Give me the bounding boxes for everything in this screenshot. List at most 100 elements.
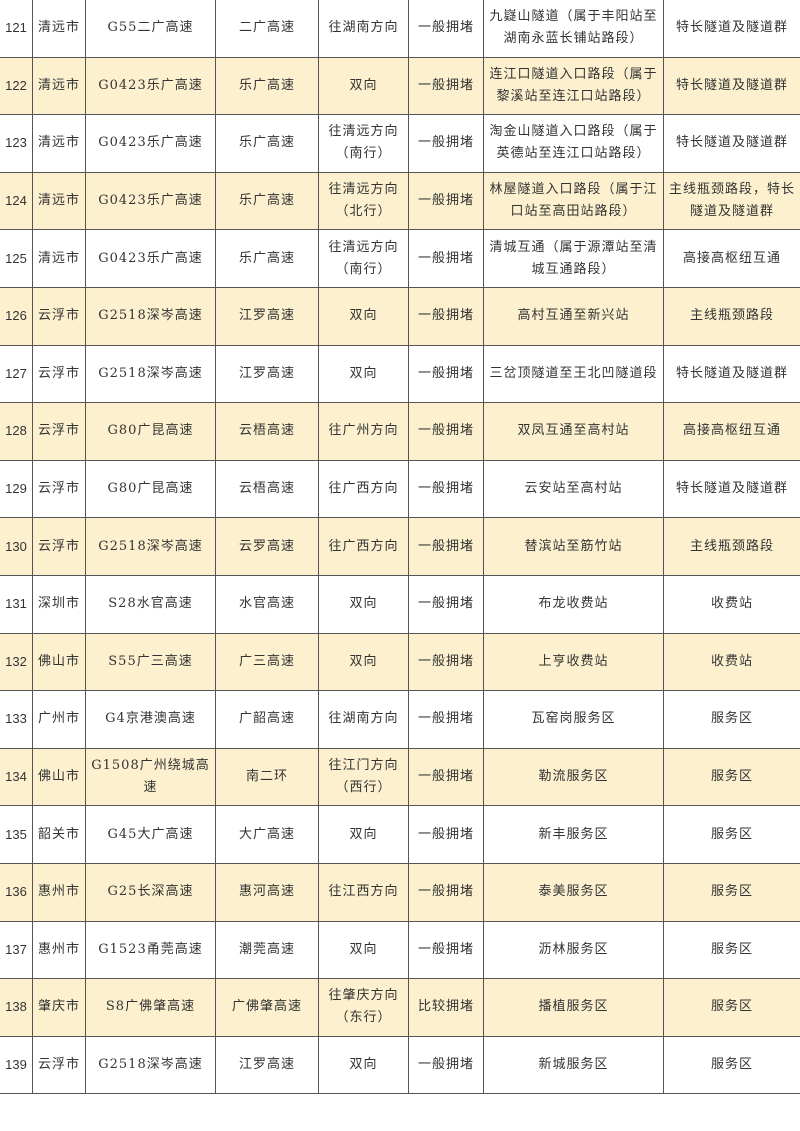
location-cell: 清城互通（属于源潭站至清城互通路段） [483,229,664,288]
row-number: 135 [0,805,33,864]
highway-cell: G45大广高速 [85,805,216,864]
direction-cell: 往江西方向 [318,862,409,922]
congestion-level-cell: 一般拥堵 [408,402,484,461]
road-name-cell: 乐广高速 [215,171,319,231]
direction-cell: 往肇庆方向（东行） [318,978,409,1037]
row-number: 129 [0,459,33,519]
road-name-cell: 乐广高速 [215,114,319,173]
location-type-cell: 高接高枢纽互通 [663,402,800,461]
congestion-level-cell: 一般拥堵 [408,632,484,692]
congestion-level-cell: 一般拥堵 [408,344,484,404]
row-number: 121 [0,0,33,58]
table-row: 129 云浮市 G80广昆高速 云梧高速 往广西方向 一般拥堵 云安站至高村站 特长隧道及隧道… [0,459,800,519]
direction-cell: 往清远方向（南行） [318,114,409,173]
city-cell: 广州市 [32,690,86,749]
direction-cell: 双向 [318,286,409,346]
city-cell: 云浮市 [32,517,86,576]
congestion-level-cell: 一般拥堵 [408,286,484,346]
highway-cell: G0423乐广高速 [85,171,216,231]
highway-cell: G55二广高速 [85,0,216,58]
direction-cell: 双向 [318,1035,409,1095]
congestion-level-cell: 比较拥堵 [408,978,484,1037]
direction-cell: 往湖南方向 [318,0,409,58]
row-number: 133 [0,690,33,749]
table-row: 123 清远市 G0423乐广高速 乐广高速 往清远方向（南行） 一般拥堵 淘金山隧道入口路… [0,114,800,173]
city-cell: 清远市 [32,171,86,231]
road-name-cell: 南二环 [215,747,319,807]
location-cell: 新丰服务区 [483,805,664,864]
direction-cell: 双向 [318,574,409,634]
road-name-cell: 乐广高速 [215,56,319,116]
direction-cell: 双向 [318,805,409,864]
location-type-cell: 特长隧道及隧道群 [663,344,800,404]
table-row: 126 云浮市 G2518深岑高速 江罗高速 双向 一般拥堵 高村互通至新兴站 主线瓶颈路段 [0,286,800,346]
location-type-cell: 服务区 [663,920,800,980]
highway-cell: G80广昆高速 [85,402,216,461]
location-cell: 三岔顶隧道至王北凹隧道段 [483,344,664,404]
highway-cell: G2518深岑高速 [85,286,216,346]
table-row: 138 肇庆市 S8广佛肇高速 广佛肇高速 往肇庆方向（东行） 比较拥堵 播植服务区 服务区 [0,978,800,1037]
location-type-cell: 服务区 [663,1035,800,1095]
row-number: 138 [0,978,33,1037]
city-cell: 清远市 [32,0,86,58]
road-name-cell: 二广高速 [215,0,319,58]
road-name-cell: 广佛肇高速 [215,978,319,1037]
row-number: 131 [0,574,33,634]
road-name-cell: 水官高速 [215,574,319,634]
table-row: 137 惠州市 G1523甬莞高速 潮莞高速 双向 一般拥堵 沥林服务区 服务区 [0,920,800,980]
city-cell: 清远市 [32,56,86,116]
location-cell: 上亨收费站 [483,632,664,692]
row-number: 139 [0,1035,33,1095]
highway-cell: G0423乐广高速 [85,114,216,173]
location-type-cell: 服务区 [663,862,800,922]
highway-cell: G2518深岑高速 [85,517,216,576]
table-row: 124 清远市 G0423乐广高速 乐广高速 往清远方向（北行） 一般拥堵 林屋隧道入口路段… [0,171,800,231]
table-row: 134 佛山市 G1508广州绕城高速 南二环 往江门方向（西行） 一般拥堵 勒流服务区 服务… [0,747,800,807]
congestion-level-cell: 一般拥堵 [408,862,484,922]
highway-cell: G0423乐广高速 [85,56,216,116]
highway-cell: G80广昆高速 [85,459,216,519]
direction-cell: 往湖南方向 [318,690,409,749]
congestion-level-cell: 一般拥堵 [408,517,484,576]
location-cell: 淘金山隧道入口路段（属于英德站至连江口站路段） [483,114,664,173]
table-row: 121 清远市 G55二广高速 二广高速 往湖南方向 一般拥堵 九嶷山隧道（属于丰阳站至湖南… [0,0,800,58]
highway-cell: G25长深高速 [85,862,216,922]
row-number: 124 [0,171,33,231]
location-cell: 云安站至高村站 [483,459,664,519]
congestion-level-cell: 一般拥堵 [408,56,484,116]
row-number: 123 [0,114,33,173]
location-cell: 双凤互通至高村站 [483,402,664,461]
location-cell: 勒流服务区 [483,747,664,807]
congestion-level-cell: 一般拥堵 [408,920,484,980]
location-type-cell: 服务区 [663,747,800,807]
road-name-cell: 江罗高速 [215,1035,319,1095]
location-type-cell: 主线瓶颈路段 [663,286,800,346]
highway-cell: G2518深岑高速 [85,344,216,404]
congestion-level-cell: 一般拥堵 [408,114,484,173]
row-number: 137 [0,920,33,980]
congestion-table: 121 清远市 G55二广高速 二广高速 往湖南方向 一般拥堵 九嶷山隧道（属于丰阳站至湖南… [0,0,800,1095]
city-cell: 云浮市 [32,344,86,404]
table-row: 132 佛山市 S55广三高速 广三高速 双向 一般拥堵 上亨收费站 收费站 [0,632,800,692]
highway-cell: S8广佛肇高速 [85,978,216,1037]
location-cell: 高村互通至新兴站 [483,286,664,346]
road-name-cell: 云罗高速 [215,517,319,576]
highway-cell: S28水官高速 [85,574,216,634]
city-cell: 惠州市 [32,862,86,922]
row-number: 130 [0,517,33,576]
direction-cell: 双向 [318,920,409,980]
location-cell: 泰美服务区 [483,862,664,922]
location-type-cell: 服务区 [663,690,800,749]
location-type-cell: 特长隧道及隧道群 [663,114,800,173]
row-number: 127 [0,344,33,404]
direction-cell: 往江门方向（西行） [318,747,409,807]
location-cell: 瓦窑岗服务区 [483,690,664,749]
congestion-level-cell: 一般拥堵 [408,0,484,58]
location-type-cell: 特长隧道及隧道群 [663,56,800,116]
city-cell: 云浮市 [32,286,86,346]
location-cell: 九嶷山隧道（属于丰阳站至湖南永蓝长铺站路段） [483,0,664,58]
location-type-cell: 主线瓶颈路段 [663,517,800,576]
table-row: 139 云浮市 G2518深岑高速 江罗高速 双向 一般拥堵 新城服务区 服务区 [0,1035,800,1095]
direction-cell: 往广西方向 [318,517,409,576]
direction-cell: 往广西方向 [318,459,409,519]
